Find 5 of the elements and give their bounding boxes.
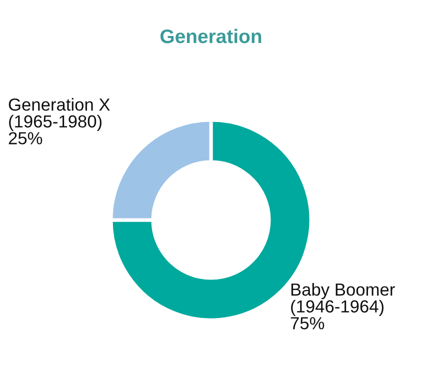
- chart-title: Generation: [160, 28, 262, 44]
- data-label: 25%: [8, 132, 42, 144]
- slice-label: Generation X (1965-1980): [8, 98, 110, 131]
- slice-label: Baby Boomer (1946-1964): [291, 283, 395, 316]
- data-label: 75%: [290, 317, 324, 330]
